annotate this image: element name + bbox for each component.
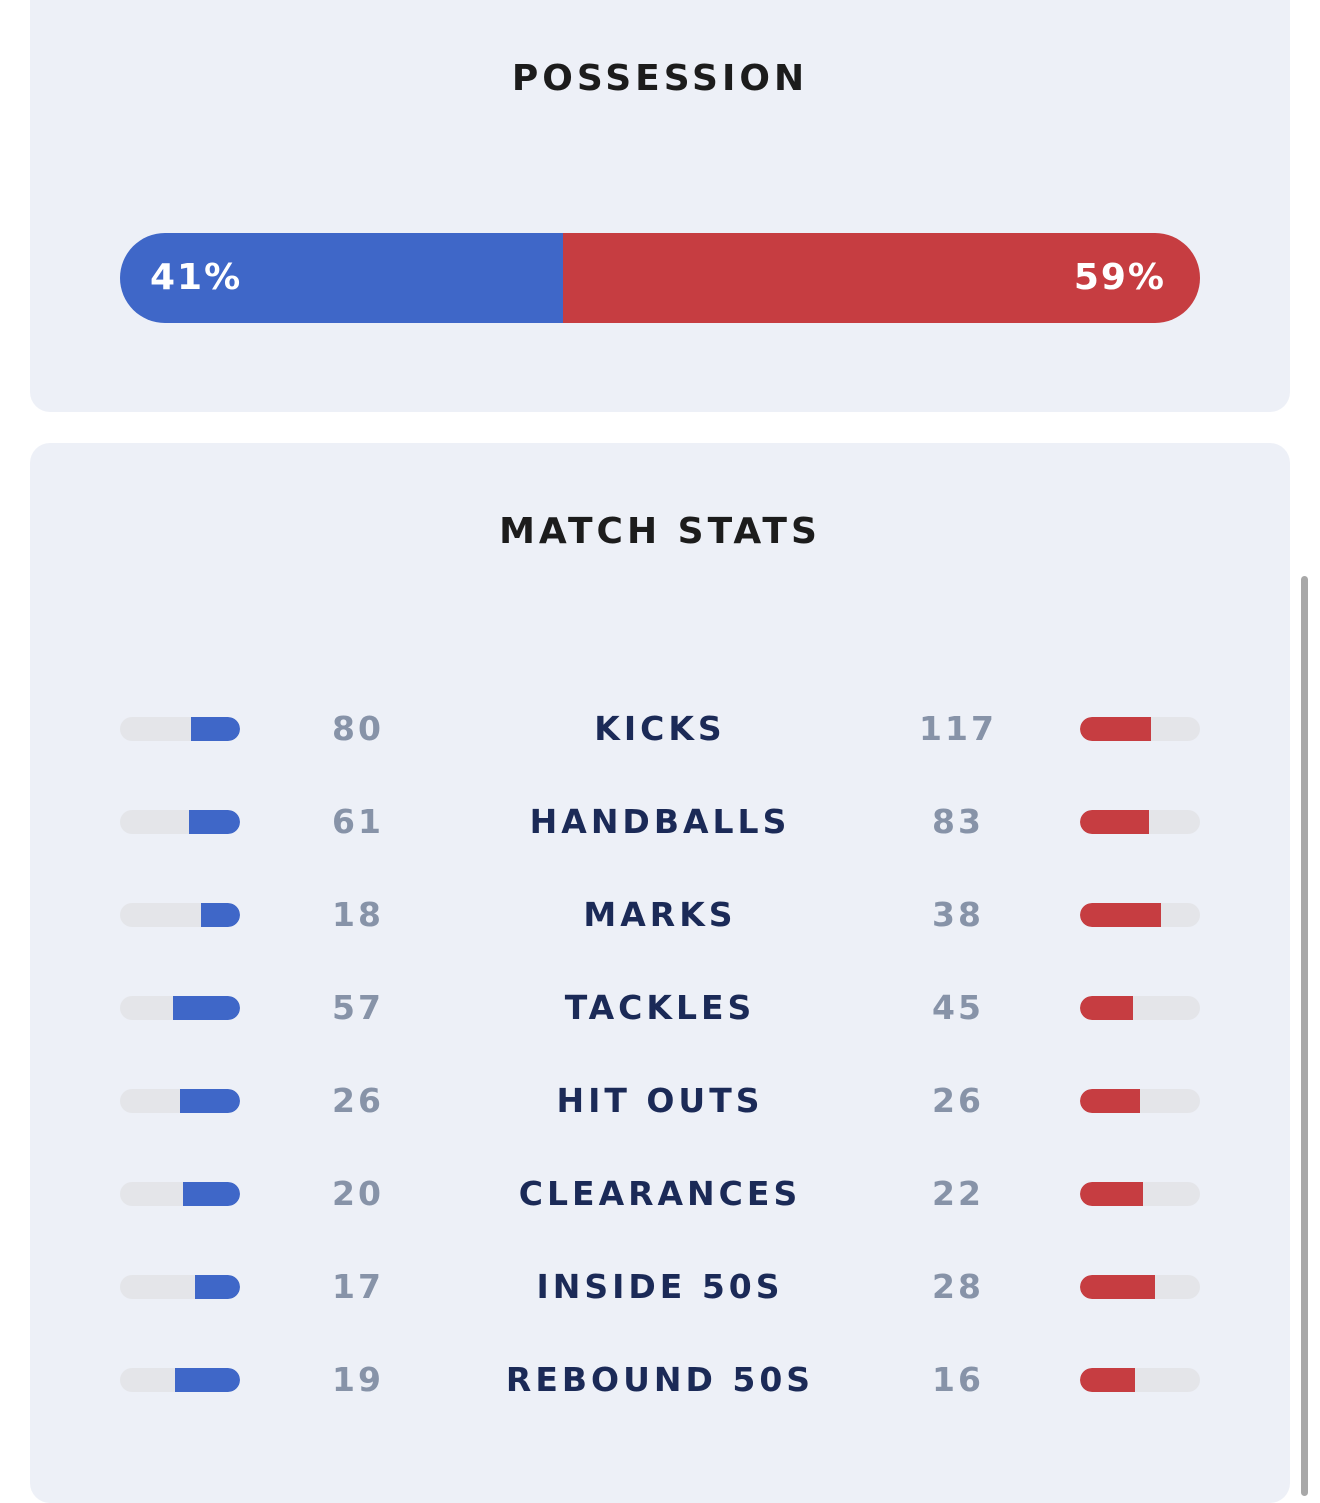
home-stat-value: 80 <box>332 709 384 748</box>
possession-away-segment: 59% <box>562 233 1200 323</box>
home-stat-bar <box>120 996 240 1020</box>
stat-label: HIT OUTS <box>556 1081 764 1120</box>
away-stat-bar-fill <box>1080 1182 1143 1206</box>
away-stat-value: 83 <box>932 802 984 841</box>
home-stat-bar <box>120 1182 240 1206</box>
home-stat-bar-fill <box>191 717 240 741</box>
away-stat-value: 38 <box>932 895 984 934</box>
away-stat-value: 16 <box>932 1360 984 1399</box>
home-stat-value: 20 <box>332 1174 384 1213</box>
away-stat-value: 28 <box>932 1267 984 1306</box>
home-stat-value: 57 <box>332 988 384 1027</box>
home-stat-bar <box>120 1089 240 1113</box>
stat-row: 18 MARKS 38 <box>30 869 1290 962</box>
stat-row: 20 CLEARANCES 22 <box>30 1148 1290 1241</box>
match-stats-card: MATCH STATS 80 KICKS 117 61 HANDBALLS 83 18 MAR… <box>30 443 1290 1503</box>
away-stat-bar <box>1080 717 1200 741</box>
stat-row: 26 HIT OUTS 26 <box>30 1055 1290 1148</box>
away-stat-bar <box>1080 903 1200 927</box>
home-stat-value: 26 <box>332 1081 384 1120</box>
away-stat-value: 45 <box>932 988 984 1027</box>
stat-row: 19 REBOUND 50S 16 <box>30 1334 1290 1427</box>
match-stats-title: MATCH STATS <box>499 511 821 552</box>
away-stat-value: 117 <box>919 709 997 748</box>
home-stat-bar <box>120 1368 240 1392</box>
stat-row: 57 TACKLES 45 <box>30 962 1290 1055</box>
away-stat-bar-fill <box>1080 1089 1140 1113</box>
stat-label: INSIDE 50S <box>536 1267 784 1306</box>
home-stat-bar-fill <box>201 903 240 927</box>
stat-row: 17 INSIDE 50S 28 <box>30 1241 1290 1334</box>
home-stat-bar-fill <box>174 1368 240 1392</box>
home-stat-bar <box>120 903 240 927</box>
away-stat-bar-fill <box>1080 810 1150 834</box>
away-stat-bar <box>1080 1275 1200 1299</box>
possession-away-label: 59% <box>1073 257 1166 298</box>
away-stat-bar <box>1080 1182 1200 1206</box>
home-stat-value: 61 <box>332 802 384 841</box>
home-stat-bar-fill <box>180 1089 240 1113</box>
away-stat-bar <box>1080 1089 1200 1113</box>
away-stat-value: 26 <box>932 1081 984 1120</box>
possession-home-label: 41% <box>150 257 243 298</box>
away-stat-value: 22 <box>932 1174 984 1213</box>
home-stat-bar-fill <box>189 810 240 834</box>
away-stat-bar <box>1080 996 1200 1020</box>
stat-row: 80 KICKS 117 <box>30 683 1290 776</box>
stat-label: HANDBALLS <box>529 802 791 841</box>
home-stat-value: 18 <box>332 895 384 934</box>
stat-label: CLEARANCES <box>518 1174 802 1213</box>
stat-label: KICKS <box>594 709 726 748</box>
away-stat-bar-fill <box>1080 1368 1135 1392</box>
home-stat-bar-fill <box>172 996 240 1020</box>
scrollbar[interactable] <box>1301 576 1308 1496</box>
away-stat-bar <box>1080 810 1200 834</box>
stat-label: MARKS <box>583 895 737 934</box>
away-stat-bar-fill <box>1080 903 1162 927</box>
possession-home-segment: 41% <box>120 233 563 323</box>
home-stat-value: 17 <box>332 1267 384 1306</box>
possession-title: POSSESSION <box>511 58 809 99</box>
possession-bar: 41% 59% <box>120 233 1200 323</box>
away-stat-bar-fill <box>1080 717 1152 741</box>
away-stat-bar-fill <box>1080 996 1133 1020</box>
home-stat-value: 19 <box>332 1360 384 1399</box>
away-stat-bar <box>1080 1368 1200 1392</box>
home-stat-bar <box>120 810 240 834</box>
away-stat-bar-fill <box>1080 1275 1155 1299</box>
home-stat-bar-fill <box>182 1182 240 1206</box>
stat-label: REBOUND 50S <box>505 1360 815 1399</box>
possession-card: POSSESSION 41% 59% <box>30 0 1290 412</box>
stat-row: 61 HANDBALLS 83 <box>30 776 1290 869</box>
match-stats-list: 80 KICKS 117 61 HANDBALLS 83 18 MARKS 38 57 TACKLE… <box>30 683 1290 1427</box>
home-stat-bar <box>120 717 240 741</box>
home-stat-bar <box>120 1275 240 1299</box>
home-stat-bar-fill <box>194 1275 240 1299</box>
stat-label: TACKLES <box>564 988 756 1027</box>
